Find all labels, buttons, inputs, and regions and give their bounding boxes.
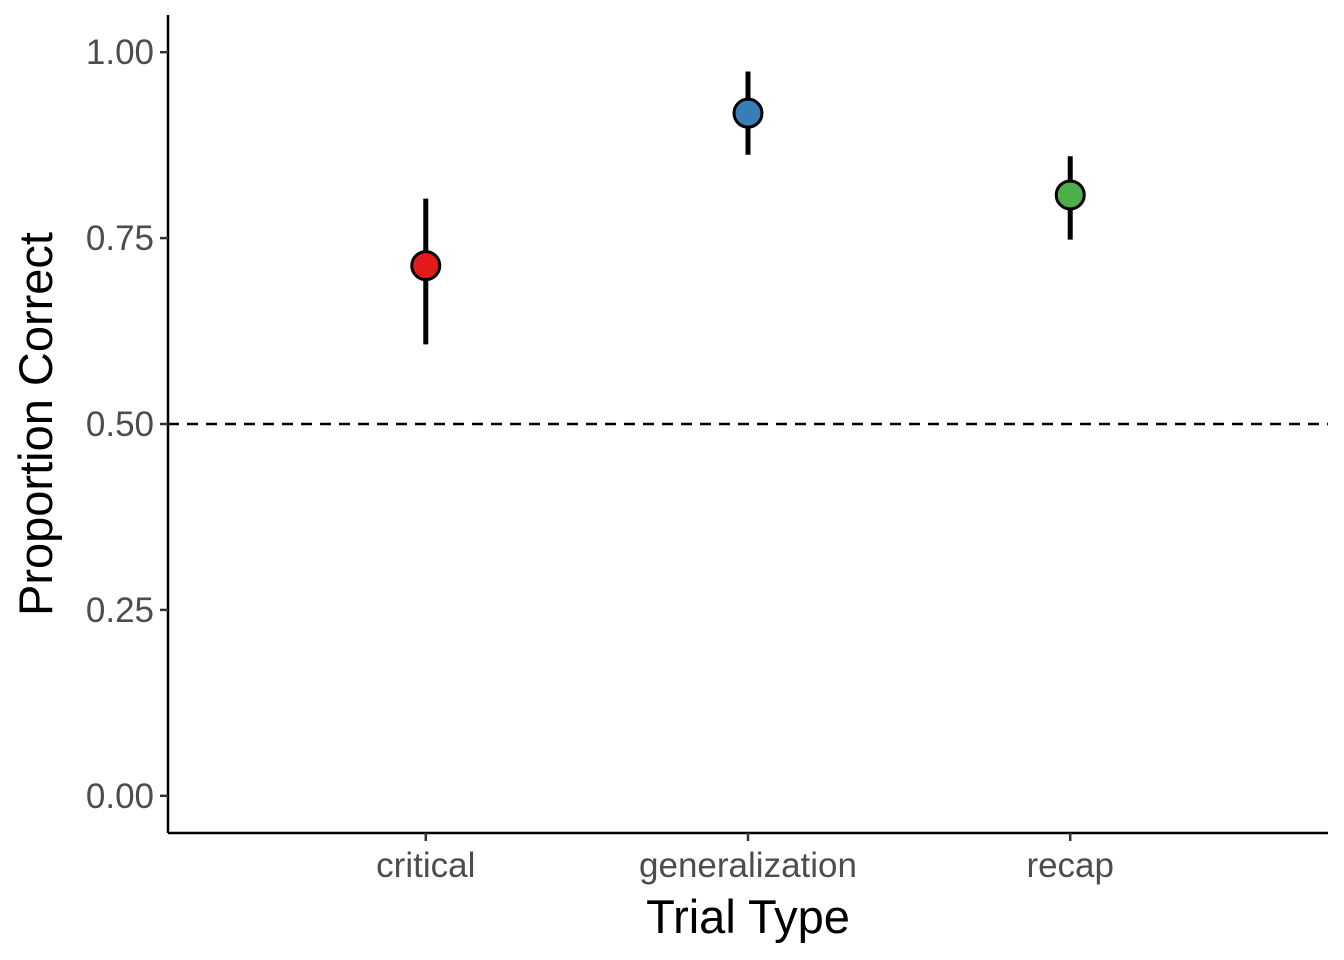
x-ticks: critical generalization recap xyxy=(376,833,1114,885)
x-tick-label: recap xyxy=(1026,846,1114,885)
data-point xyxy=(732,97,764,129)
y-ticks: 0.00 0.25 0.50 0.75 1.00 xyxy=(86,33,168,816)
y-tick-label: 0.75 xyxy=(86,219,154,258)
y-tick-label: 1.00 xyxy=(86,33,154,72)
data-marks xyxy=(410,71,1086,345)
data-point xyxy=(1054,179,1086,211)
y-axis-title: Proportion Correct xyxy=(9,232,62,616)
x-tick-label: critical xyxy=(376,846,475,885)
data-point xyxy=(410,250,442,282)
x-axis-title: Trial Type xyxy=(646,890,850,943)
y-tick-label: 0.00 xyxy=(86,777,154,816)
y-tick-label: 0.25 xyxy=(86,591,154,630)
y-tick-label: 0.50 xyxy=(86,405,154,444)
x-tick-label: generalization xyxy=(639,846,857,885)
